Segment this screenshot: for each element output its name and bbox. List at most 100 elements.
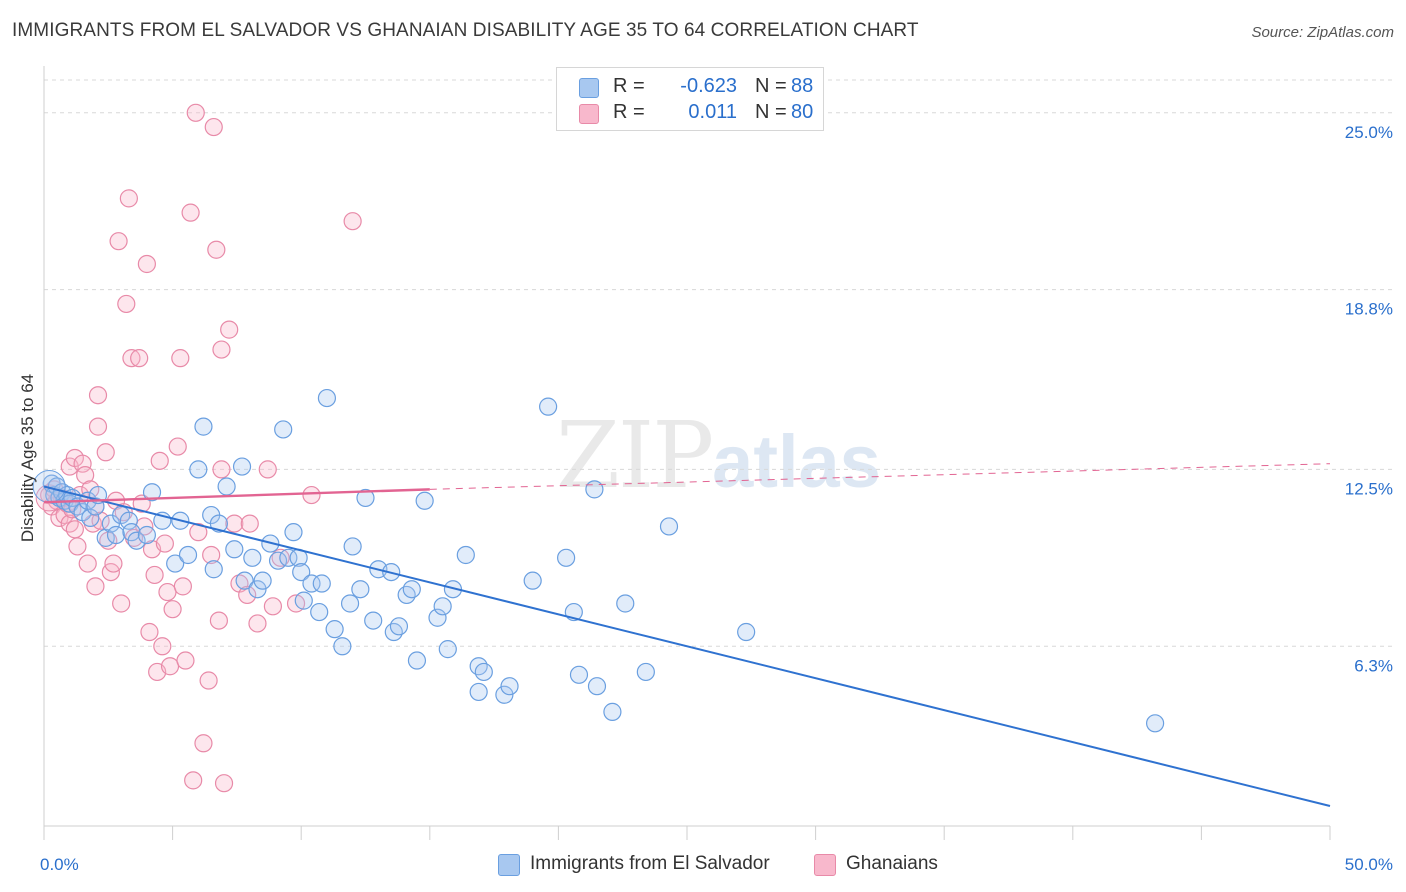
el-salvador-point bbox=[456, 545, 475, 565]
chart-title: IMMIGRANTS FROM EL SALVADOR VS GHANAIAN … bbox=[12, 20, 919, 41]
el-salvador-point bbox=[127, 531, 146, 550]
el-salvador-point bbox=[268, 551, 288, 570]
ghanaians-point bbox=[168, 437, 187, 456]
el-salvador-point bbox=[317, 388, 337, 408]
source-label: Source: ZipAtlas.com bbox=[1251, 24, 1394, 41]
el-salvador-point bbox=[469, 657, 488, 676]
ghanaians-point bbox=[214, 774, 234, 793]
trend-layer bbox=[43, 463, 1331, 808]
el-salvador-point bbox=[356, 488, 375, 508]
r-label: R = bbox=[613, 75, 645, 97]
el-salvador-point bbox=[310, 602, 329, 622]
ghanaians-point bbox=[73, 454, 92, 473]
el-salvador-point bbox=[585, 480, 604, 499]
el-salvador-point bbox=[389, 617, 409, 636]
labels-layer: 6.3% 12.5% 18.8% 25.0% 0.0% 50.0% Disability A… bbox=[18, 123, 1393, 874]
ghanaians-point bbox=[343, 212, 362, 231]
bottom-legend-el-salvador: Immigrants from El Salvador bbox=[498, 852, 798, 878]
el-salvador-point bbox=[253, 571, 272, 590]
el-salvador-point bbox=[178, 545, 198, 565]
el-salvador-point bbox=[243, 548, 262, 567]
ghanaians-point bbox=[240, 514, 259, 533]
ghanaians-point bbox=[158, 582, 177, 602]
el-salvador-trend-line bbox=[43, 485, 1331, 808]
x-tick-label: 50.0% bbox=[1345, 855, 1393, 874]
y-tick-label: 18.8% bbox=[1345, 300, 1393, 319]
pink-swatch bbox=[814, 854, 836, 876]
ghanaians-point bbox=[248, 614, 267, 633]
ghanaians-point bbox=[137, 254, 156, 274]
n-label: N = bbox=[755, 101, 787, 123]
ghanaians-trend-line bbox=[43, 488, 430, 504]
el-salvador-point bbox=[106, 525, 126, 545]
ghanaians-point bbox=[212, 340, 231, 359]
ghanaians-point bbox=[65, 520, 84, 539]
el-salvador-point bbox=[737, 622, 756, 642]
ghanaians-point bbox=[202, 545, 221, 565]
ghanaians-point bbox=[68, 537, 87, 556]
el-salvador-point bbox=[294, 591, 313, 610]
ghanaians-point bbox=[176, 651, 195, 670]
el-salvador-point bbox=[284, 523, 303, 542]
el-salvador-point bbox=[81, 508, 100, 527]
ghanaians-point bbox=[194, 734, 213, 753]
y-tick-label: 25.0% bbox=[1345, 123, 1393, 142]
el-salvador-point bbox=[438, 640, 457, 659]
watermark-atlas: atlas bbox=[712, 420, 881, 503]
el-salvador-point bbox=[279, 548, 298, 567]
ghanaians-point bbox=[186, 103, 205, 122]
ghanaians-point bbox=[209, 611, 228, 630]
r-value: -0.623 bbox=[680, 75, 737, 97]
el-salvador-point bbox=[274, 420, 293, 439]
el-salvador-point bbox=[402, 580, 421, 599]
el-salvador-point bbox=[500, 677, 519, 696]
stats-legend: R = -0.623 N = 88 R = 0.011 N = 80 bbox=[556, 67, 824, 131]
legend-label: Ghanaians bbox=[846, 853, 938, 874]
ghanaians-point bbox=[207, 240, 226, 259]
el-salvador-point bbox=[1146, 714, 1165, 733]
el-salvador-point bbox=[248, 580, 267, 599]
ghanaians-point bbox=[104, 554, 123, 573]
ghanaians-point bbox=[50, 508, 69, 527]
legend-label: Immigrants from El Salvador bbox=[530, 853, 770, 874]
el-salvador-point bbox=[119, 511, 138, 530]
ghanaians-point bbox=[60, 514, 79, 533]
el-salvador-point bbox=[217, 477, 236, 496]
el-salvador-point bbox=[333, 637, 352, 656]
el-salvador-point bbox=[340, 594, 360, 613]
el-salvador-point bbox=[137, 525, 156, 545]
blue-swatch bbox=[498, 854, 520, 876]
el-salvador-point bbox=[428, 608, 447, 627]
pink-swatch bbox=[579, 104, 599, 124]
el-salvador-point bbox=[557, 548, 576, 567]
el-salvador-point bbox=[189, 460, 208, 479]
ghanaians-point bbox=[155, 534, 174, 553]
el-salvador-point bbox=[433, 597, 452, 616]
el-salvador-point bbox=[194, 417, 213, 436]
el-salvador-point bbox=[325, 620, 344, 639]
ghanaians-point bbox=[225, 514, 244, 533]
el-salvador-point bbox=[96, 528, 115, 547]
ghanaians-trend-extension bbox=[429, 463, 1331, 490]
ghanaians-point bbox=[96, 443, 115, 462]
ghanaians-point bbox=[112, 594, 131, 613]
y-tick-label: 6.3% bbox=[1354, 656, 1393, 675]
el-salvador-point bbox=[209, 514, 228, 533]
ghanaians-point bbox=[88, 417, 108, 436]
blue-swatch bbox=[579, 78, 599, 98]
el-salvador-point bbox=[469, 682, 488, 702]
ghanaians-point bbox=[271, 548, 290, 567]
el-salvador-point bbox=[166, 554, 185, 573]
ghanaians-point bbox=[150, 451, 169, 470]
el-salvador-point bbox=[122, 523, 141, 542]
ghanaians-point bbox=[160, 657, 180, 676]
ghanaians-point bbox=[171, 349, 190, 368]
ghanaians-point bbox=[173, 577, 192, 596]
ghanaians-point bbox=[199, 671, 218, 690]
ghanaians-point bbox=[117, 294, 136, 314]
ghanaians-point bbox=[184, 771, 203, 790]
el-salvador-point bbox=[32, 470, 66, 504]
ghanaians-point bbox=[76, 466, 95, 485]
el-salvador-point bbox=[86, 497, 105, 516]
